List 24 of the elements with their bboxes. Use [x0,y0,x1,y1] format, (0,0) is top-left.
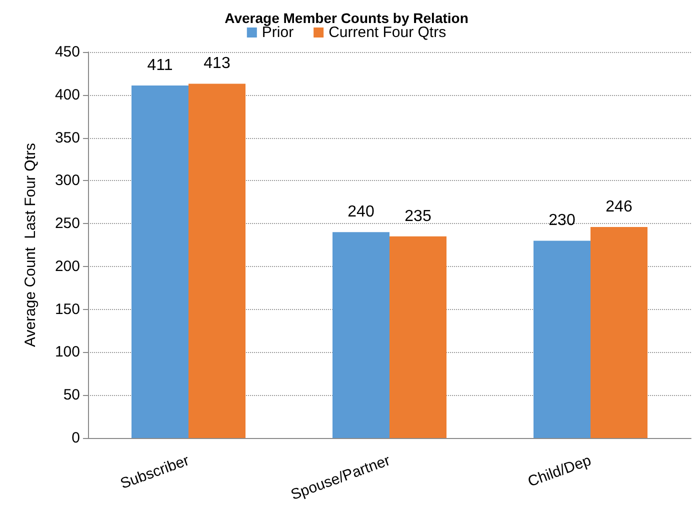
bar [590,226,648,438]
y-axis-title: Average Count Last Four Qtrs [22,143,39,347]
chart-title: Average Member Counts by Relation [224,10,468,26]
y-tick-label: 150 [54,300,80,318]
y-tick-label: 300 [54,172,80,190]
data-label: 235 [404,208,432,225]
y-tick-label: 100 [54,344,80,361]
bar [534,240,590,438]
y-tick-label: 400 [54,86,80,104]
y-tick-label: 250 [54,215,80,232]
data-label: 246 [606,198,632,216]
bar [132,85,188,438]
y-tick-label: 350 [54,129,80,146]
y-tick-label: 50 [63,386,80,404]
bar [390,236,446,438]
data-label: 240 [348,204,374,221]
y-tick-label: 200 [54,258,80,275]
data-label: 230 [548,212,576,230]
bar [188,84,246,438]
data-label: 411 [147,56,173,74]
bar [332,232,390,438]
y-tick-label: 450 [54,44,80,60]
y-tick-label: 0 [72,430,80,446]
data-label: 413 [204,55,230,72]
